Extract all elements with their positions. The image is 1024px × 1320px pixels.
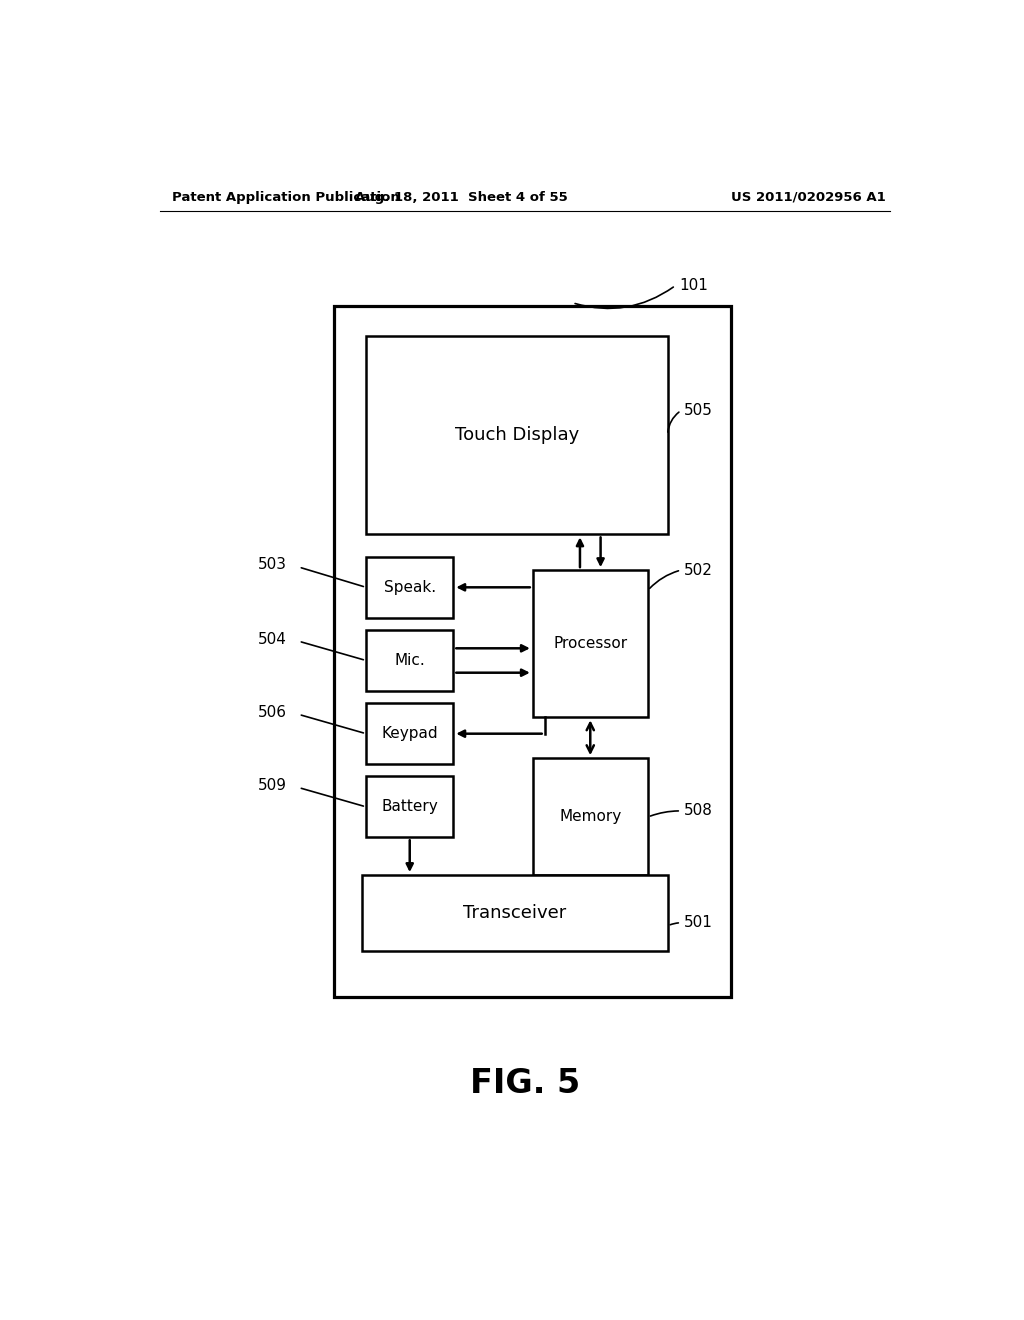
FancyBboxPatch shape [367, 337, 668, 535]
Text: Aug. 18, 2011  Sheet 4 of 55: Aug. 18, 2011 Sheet 4 of 55 [355, 190, 567, 203]
FancyBboxPatch shape [367, 557, 454, 618]
Text: 503: 503 [258, 557, 287, 573]
Text: Touch Display: Touch Display [455, 426, 579, 445]
Text: 509: 509 [258, 777, 287, 793]
FancyBboxPatch shape [367, 704, 454, 764]
Text: Mic.: Mic. [394, 653, 425, 668]
FancyBboxPatch shape [367, 776, 454, 837]
Text: FIG. 5: FIG. 5 [470, 1067, 580, 1100]
Text: 502: 502 [684, 562, 713, 578]
FancyBboxPatch shape [334, 306, 731, 997]
Text: Keypad: Keypad [381, 726, 438, 742]
Text: 101: 101 [680, 279, 709, 293]
Text: 506: 506 [258, 705, 287, 719]
FancyBboxPatch shape [362, 875, 668, 952]
Text: 508: 508 [684, 804, 713, 818]
Text: 504: 504 [258, 632, 287, 647]
FancyBboxPatch shape [532, 758, 648, 875]
Text: Processor: Processor [553, 636, 628, 651]
Text: Patent Application Publication: Patent Application Publication [172, 190, 399, 203]
FancyBboxPatch shape [367, 630, 454, 690]
Text: Battery: Battery [381, 800, 438, 814]
Text: US 2011/0202956 A1: US 2011/0202956 A1 [731, 190, 886, 203]
FancyBboxPatch shape [532, 570, 648, 718]
Text: 501: 501 [684, 915, 713, 931]
Text: Transceiver: Transceiver [463, 904, 566, 923]
Text: Memory: Memory [559, 809, 622, 824]
Text: Speak.: Speak. [384, 579, 436, 595]
Text: 505: 505 [684, 403, 713, 418]
